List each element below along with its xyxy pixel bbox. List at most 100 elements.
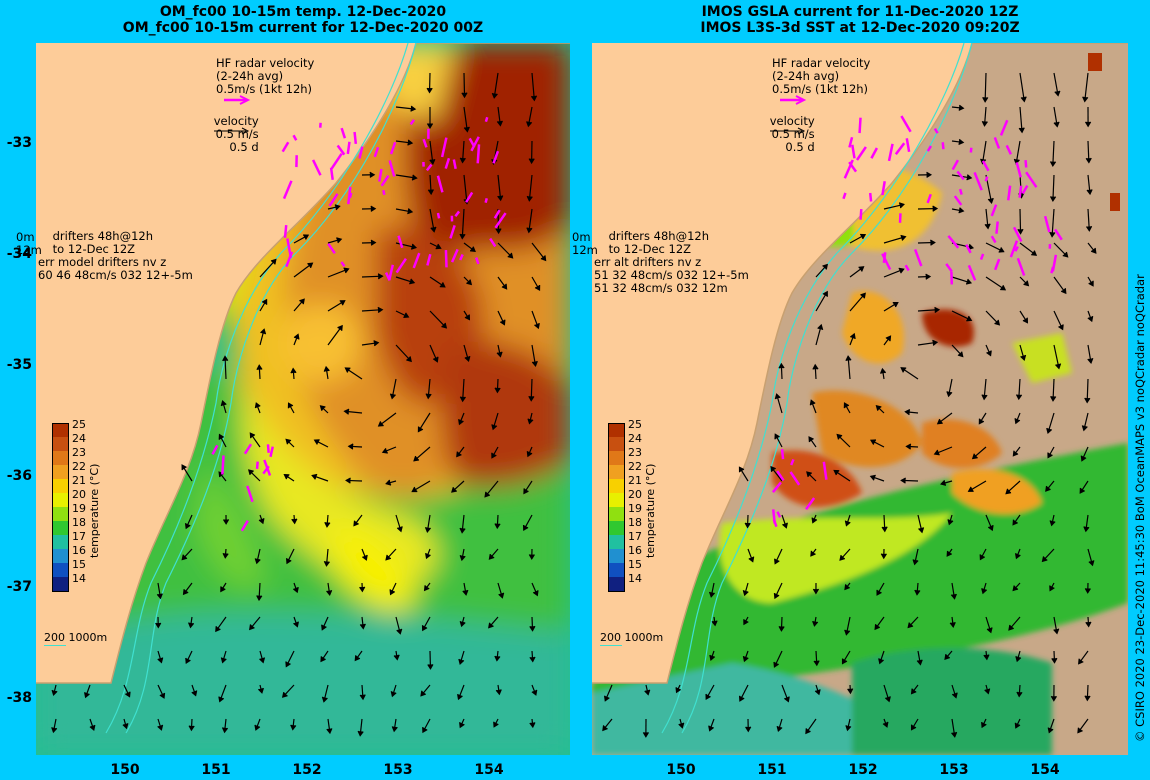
hf-radar-vector — [484, 116, 489, 123]
velocity-arrowhead — [705, 693, 711, 700]
velocity-arrowhead — [1047, 452, 1053, 459]
velocity-arrowhead — [817, 323, 824, 331]
colorbar-swatch — [52, 521, 68, 535]
velocity-arrowhead — [526, 195, 533, 202]
hf-radar-vector — [476, 144, 481, 164]
velocity-arrowhead — [981, 120, 988, 127]
velocity-arrowhead — [812, 620, 819, 627]
hf-radar-vector — [868, 192, 873, 202]
velocity-arrowhead — [898, 202, 905, 209]
velocity-arrowhead — [745, 726, 752, 733]
velocity-arrowhead — [1022, 317, 1029, 324]
hf-radar-vector — [492, 150, 500, 164]
velocity-arrowhead — [738, 466, 745, 473]
hf-radar-vector — [965, 244, 972, 254]
drifter-0m-label: 0m — [16, 230, 35, 244]
colorbar-tick-label: 17 — [72, 530, 86, 543]
temperature-colorbar: 25 24 23 22 21 20 19 18 17 16 15 14 temperature (°C) — [52, 419, 101, 592]
hf-radar-vector — [329, 167, 334, 180]
hf-radar-vector — [848, 161, 858, 173]
velocity-arrowhead — [430, 226, 437, 233]
isobath-legend-line — [44, 645, 66, 646]
hf-radar-vector — [292, 134, 298, 141]
velocity-arrowhead — [936, 418, 943, 425]
colorbar-swatch — [52, 437, 68, 451]
hf-radar-vector — [444, 249, 448, 268]
velocity-arrowhead — [218, 433, 225, 440]
satellite-sst-map[interactable]: HF radar velocity (2-24h avg) 0.5m/s (1k… — [592, 43, 1128, 755]
velocity-arrowhead — [389, 393, 396, 400]
velocity-arrowhead — [495, 689, 502, 696]
hf-radar-legend: HF radar velocity (2-24h avg) 0.5m/s (1k… — [772, 56, 871, 96]
velocity-arrowhead — [809, 399, 816, 406]
hf-radar-vector — [449, 224, 456, 239]
hf-radar-vector — [995, 221, 999, 234]
velocity-arrowhead — [185, 657, 191, 665]
hf-radar-vector — [967, 264, 977, 281]
depth-scale-label: 200 1000m — [44, 631, 108, 644]
velocity-arrowhead — [248, 469, 254, 476]
velocity-arrowhead — [966, 174, 973, 181]
velocity-arrowhead — [292, 587, 299, 594]
velocity-arrowhead — [1012, 519, 1018, 526]
velocity-arrowhead — [1012, 585, 1019, 592]
velocity-arrowhead — [858, 266, 865, 272]
velocity-arrowhead — [499, 319, 506, 326]
hf-radar-vector — [255, 461, 259, 470]
velocity-arrowhead — [357, 730, 364, 737]
model-temperature-map[interactable]: HF radar velocity (2-24h avg) 0.5m/s (1k… — [36, 43, 570, 755]
velocity-arrowhead — [254, 558, 261, 565]
velocity-arrowhead — [965, 278, 973, 285]
velocity-arrowhead — [926, 171, 933, 178]
velocity-arrowhead — [979, 554, 986, 561]
velocity-arrowhead — [290, 367, 297, 374]
colorbar-tick-label: 20 — [628, 488, 642, 501]
velocity-arrowhead — [403, 312, 410, 319]
hf-radar-vector — [990, 235, 997, 244]
hf-radar-vector — [859, 208, 863, 220]
velocity-arrowhead — [708, 725, 714, 732]
velocity-arrowhead — [377, 306, 384, 314]
hf-radar-vector — [858, 117, 862, 134]
velocity-arrow — [984, 72, 987, 102]
velocity-arrowhead — [748, 556, 755, 563]
velocity-arrowhead — [843, 402, 850, 409]
hf-radar-vector — [984, 176, 989, 182]
hf-radar-vector — [440, 137, 448, 158]
velocity-arrowhead — [459, 157, 466, 164]
velocity-arrowhead — [951, 692, 958, 699]
velocity-arrowhead — [393, 654, 400, 661]
velocity-arrowhead — [459, 722, 465, 729]
hf-radar-vector — [211, 444, 219, 455]
hf-radar-vector — [412, 252, 421, 269]
velocity-arrowhead — [1014, 418, 1021, 425]
velocity-arrowhead — [257, 687, 264, 694]
velocity-arrowhead — [932, 339, 939, 346]
velocity-arrowhead — [529, 722, 536, 729]
velocity-arrowhead — [256, 595, 263, 602]
drifter-12m-label: 12m — [16, 243, 42, 257]
velocity-arrowhead — [303, 234, 310, 240]
velocity-arrowhead — [1020, 96, 1027, 103]
velocity-arrowhead — [844, 629, 851, 636]
hf-radar-vector — [358, 146, 364, 159]
velocity-arrowhead — [806, 471, 812, 478]
sst-field — [592, 43, 1128, 755]
colorbar-tick-label: 23 — [72, 446, 86, 459]
hf-radar-vector — [1009, 240, 1019, 258]
velocity-arrowhead — [914, 589, 921, 596]
velocity-arrowhead — [353, 520, 359, 527]
velocity-arrowhead — [940, 479, 947, 486]
drifter-0m-label: 0m — [572, 230, 591, 244]
velocity-arrowhead — [249, 432, 256, 439]
velocity-arrowhead — [844, 520, 851, 527]
velocity-arrowhead — [1049, 196, 1057, 203]
hf-radar-vector — [493, 209, 501, 219]
hf-radar-vector — [882, 252, 887, 263]
velocity-arrowhead — [321, 624, 327, 631]
velocity-arrowhead — [159, 692, 166, 699]
colorbar-tick-label: 15 — [72, 558, 86, 571]
velocity-arrowhead — [678, 722, 685, 729]
velocity-arrowhead — [711, 620, 718, 627]
hf-radar-vector — [851, 144, 856, 159]
